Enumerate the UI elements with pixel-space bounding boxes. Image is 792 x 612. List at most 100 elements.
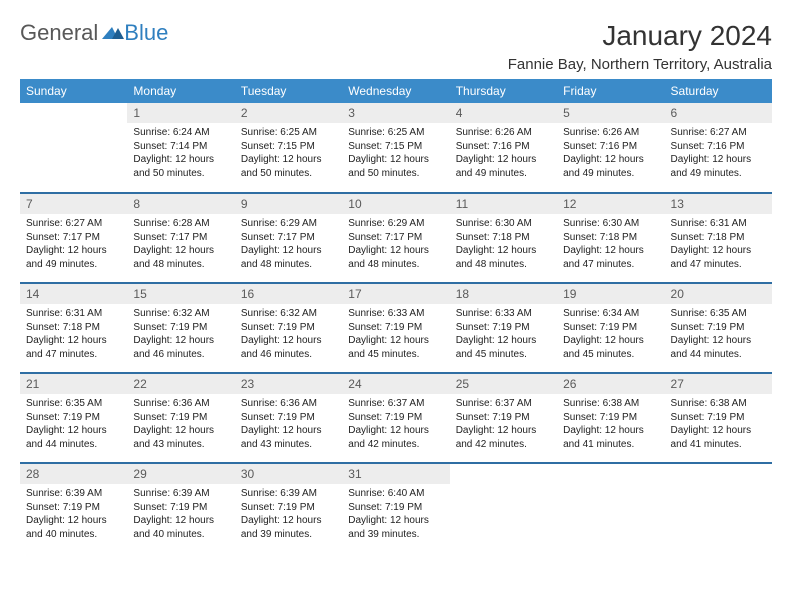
logo-mark-icon	[102, 19, 124, 45]
calendar-table: SundayMondayTuesdayWednesdayThursdayFrid…	[20, 79, 772, 553]
day-number: 11	[450, 194, 557, 214]
day-number: 15	[127, 284, 234, 304]
day-data: Sunrise: 6:24 AMSunset: 7:14 PMDaylight:…	[127, 123, 234, 186]
calendar-cell: 19Sunrise: 6:34 AMSunset: 7:19 PMDayligh…	[557, 283, 664, 373]
calendar-cell: 29Sunrise: 6:39 AMSunset: 7:19 PMDayligh…	[127, 463, 234, 553]
logo: General Blue	[20, 20, 168, 46]
calendar-cell: 28Sunrise: 6:39 AMSunset: 7:19 PMDayligh…	[20, 463, 127, 553]
day-header: Monday	[127, 79, 234, 103]
day-data: Sunrise: 6:29 AMSunset: 7:17 PMDaylight:…	[235, 214, 342, 277]
calendar-cell: 21Sunrise: 6:35 AMSunset: 7:19 PMDayligh…	[20, 373, 127, 463]
calendar-cell: 26Sunrise: 6:38 AMSunset: 7:19 PMDayligh…	[557, 373, 664, 463]
logo-text-a: General	[20, 20, 98, 46]
day-header: Wednesday	[342, 79, 449, 103]
calendar-cell: 18Sunrise: 6:33 AMSunset: 7:19 PMDayligh…	[450, 283, 557, 373]
calendar-cell: 8Sunrise: 6:28 AMSunset: 7:17 PMDaylight…	[127, 193, 234, 283]
day-data: Sunrise: 6:26 AMSunset: 7:16 PMDaylight:…	[450, 123, 557, 186]
day-number: 7	[20, 194, 127, 214]
day-data: Sunrise: 6:33 AMSunset: 7:19 PMDaylight:…	[342, 304, 449, 367]
calendar-cell: 30Sunrise: 6:39 AMSunset: 7:19 PMDayligh…	[235, 463, 342, 553]
calendar-cell: 31Sunrise: 6:40 AMSunset: 7:19 PMDayligh…	[342, 463, 449, 553]
calendar-cell	[450, 463, 557, 553]
day-data: Sunrise: 6:38 AMSunset: 7:19 PMDaylight:…	[665, 394, 772, 457]
day-number: 28	[20, 464, 127, 484]
day-number: 31	[342, 464, 449, 484]
day-data: Sunrise: 6:39 AMSunset: 7:19 PMDaylight:…	[235, 484, 342, 547]
calendar-header-row: SundayMondayTuesdayWednesdayThursdayFrid…	[20, 79, 772, 103]
day-number: 23	[235, 374, 342, 394]
day-data: Sunrise: 6:38 AMSunset: 7:19 PMDaylight:…	[557, 394, 664, 457]
day-number: 17	[342, 284, 449, 304]
day-number: 6	[665, 103, 772, 123]
calendar-cell: 14Sunrise: 6:31 AMSunset: 7:18 PMDayligh…	[20, 283, 127, 373]
calendar-cell: 25Sunrise: 6:37 AMSunset: 7:19 PMDayligh…	[450, 373, 557, 463]
day-data: Sunrise: 6:40 AMSunset: 7:19 PMDaylight:…	[342, 484, 449, 547]
month-title: January 2024	[508, 20, 772, 52]
day-number: 2	[235, 103, 342, 123]
day-number: 3	[342, 103, 449, 123]
day-number: 25	[450, 374, 557, 394]
calendar-cell: 6Sunrise: 6:27 AMSunset: 7:16 PMDaylight…	[665, 103, 772, 193]
day-data: Sunrise: 6:33 AMSunset: 7:19 PMDaylight:…	[450, 304, 557, 367]
day-number: 1	[127, 103, 234, 123]
calendar-cell: 10Sunrise: 6:29 AMSunset: 7:17 PMDayligh…	[342, 193, 449, 283]
day-number: 14	[20, 284, 127, 304]
calendar-cell	[20, 103, 127, 193]
day-header: Sunday	[20, 79, 127, 103]
logo-text-b: Blue	[124, 20, 168, 46]
day-number: 13	[665, 194, 772, 214]
calendar-cell: 13Sunrise: 6:31 AMSunset: 7:18 PMDayligh…	[665, 193, 772, 283]
day-number: 27	[665, 374, 772, 394]
calendar-cell: 9Sunrise: 6:29 AMSunset: 7:17 PMDaylight…	[235, 193, 342, 283]
day-data: Sunrise: 6:34 AMSunset: 7:19 PMDaylight:…	[557, 304, 664, 367]
day-number: 16	[235, 284, 342, 304]
day-data: Sunrise: 6:35 AMSunset: 7:19 PMDaylight:…	[20, 394, 127, 457]
day-header: Tuesday	[235, 79, 342, 103]
day-data: Sunrise: 6:27 AMSunset: 7:16 PMDaylight:…	[665, 123, 772, 186]
day-data: Sunrise: 6:32 AMSunset: 7:19 PMDaylight:…	[235, 304, 342, 367]
title-block: January 2024 Fannie Bay, Northern Territ…	[508, 20, 772, 73]
day-number: 22	[127, 374, 234, 394]
day-number: 19	[557, 284, 664, 304]
day-number: 24	[342, 374, 449, 394]
day-number: 9	[235, 194, 342, 214]
day-data: Sunrise: 6:39 AMSunset: 7:19 PMDaylight:…	[127, 484, 234, 547]
header: General Blue January 2024 Fannie Bay, No…	[20, 20, 772, 73]
day-data: Sunrise: 6:39 AMSunset: 7:19 PMDaylight:…	[20, 484, 127, 547]
day-data: Sunrise: 6:29 AMSunset: 7:17 PMDaylight:…	[342, 214, 449, 277]
location: Fannie Bay, Northern Territory, Australi…	[508, 56, 772, 73]
day-data: Sunrise: 6:35 AMSunset: 7:19 PMDaylight:…	[665, 304, 772, 367]
calendar-cell	[557, 463, 664, 553]
calendar-cell: 7Sunrise: 6:27 AMSunset: 7:17 PMDaylight…	[20, 193, 127, 283]
day-data: Sunrise: 6:37 AMSunset: 7:19 PMDaylight:…	[450, 394, 557, 457]
calendar-body: 1Sunrise: 6:24 AMSunset: 7:14 PMDaylight…	[20, 103, 772, 553]
day-data: Sunrise: 6:30 AMSunset: 7:18 PMDaylight:…	[557, 214, 664, 277]
calendar-cell: 1Sunrise: 6:24 AMSunset: 7:14 PMDaylight…	[127, 103, 234, 193]
day-data: Sunrise: 6:36 AMSunset: 7:19 PMDaylight:…	[127, 394, 234, 457]
day-number: 10	[342, 194, 449, 214]
calendar-cell: 3Sunrise: 6:25 AMSunset: 7:15 PMDaylight…	[342, 103, 449, 193]
day-number: 26	[557, 374, 664, 394]
calendar-cell: 11Sunrise: 6:30 AMSunset: 7:18 PMDayligh…	[450, 193, 557, 283]
day-number: 5	[557, 103, 664, 123]
day-number: 4	[450, 103, 557, 123]
calendar-cell: 17Sunrise: 6:33 AMSunset: 7:19 PMDayligh…	[342, 283, 449, 373]
day-number: 18	[450, 284, 557, 304]
day-data: Sunrise: 6:36 AMSunset: 7:19 PMDaylight:…	[235, 394, 342, 457]
calendar-cell: 22Sunrise: 6:36 AMSunset: 7:19 PMDayligh…	[127, 373, 234, 463]
day-number: 12	[557, 194, 664, 214]
day-data: Sunrise: 6:37 AMSunset: 7:19 PMDaylight:…	[342, 394, 449, 457]
day-data: Sunrise: 6:26 AMSunset: 7:16 PMDaylight:…	[557, 123, 664, 186]
calendar-cell: 2Sunrise: 6:25 AMSunset: 7:15 PMDaylight…	[235, 103, 342, 193]
calendar-cell: 24Sunrise: 6:37 AMSunset: 7:19 PMDayligh…	[342, 373, 449, 463]
day-number: 8	[127, 194, 234, 214]
day-number: 21	[20, 374, 127, 394]
day-data: Sunrise: 6:25 AMSunset: 7:15 PMDaylight:…	[235, 123, 342, 186]
day-header: Friday	[557, 79, 664, 103]
calendar-cell: 23Sunrise: 6:36 AMSunset: 7:19 PMDayligh…	[235, 373, 342, 463]
day-data: Sunrise: 6:27 AMSunset: 7:17 PMDaylight:…	[20, 214, 127, 277]
calendar-cell: 5Sunrise: 6:26 AMSunset: 7:16 PMDaylight…	[557, 103, 664, 193]
day-data: Sunrise: 6:31 AMSunset: 7:18 PMDaylight:…	[20, 304, 127, 367]
day-data: Sunrise: 6:32 AMSunset: 7:19 PMDaylight:…	[127, 304, 234, 367]
calendar-cell: 15Sunrise: 6:32 AMSunset: 7:19 PMDayligh…	[127, 283, 234, 373]
